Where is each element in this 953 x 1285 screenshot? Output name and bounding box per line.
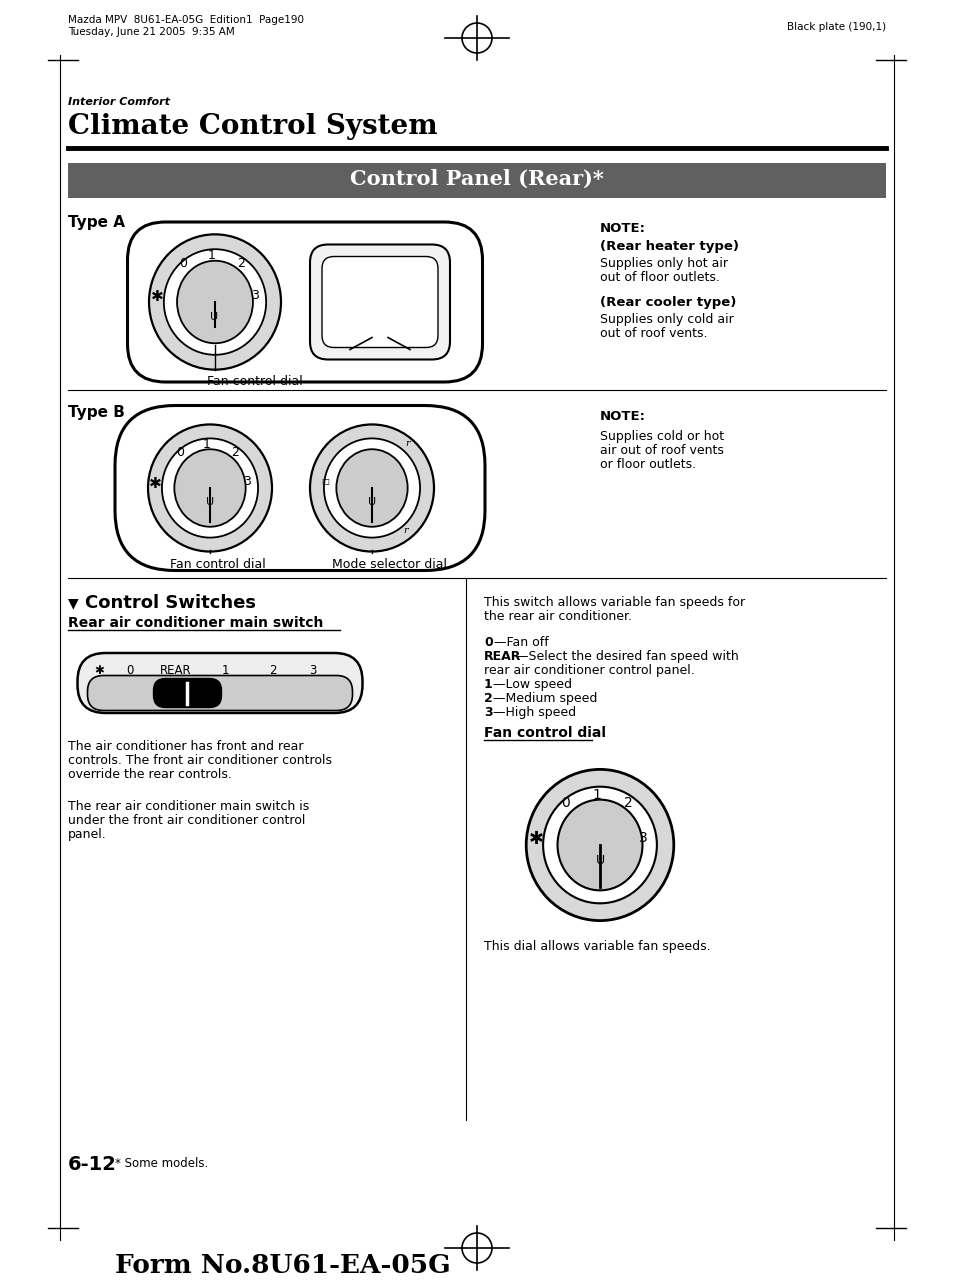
Text: ▼: ▼ (68, 596, 78, 610)
Text: The air conditioner has front and rear: The air conditioner has front and rear (68, 740, 303, 753)
Text: 3: 3 (251, 289, 258, 302)
Text: Mode selector dial: Mode selector dial (332, 558, 447, 571)
Text: This switch allows variable fan speeds for: This switch allows variable fan speeds f… (483, 596, 744, 609)
Text: * Some models.: * Some models. (115, 1156, 208, 1171)
FancyBboxPatch shape (68, 163, 885, 198)
Text: Type A: Type A (68, 215, 125, 230)
Text: Form No.8U61-EA-05G: Form No.8U61-EA-05G (115, 1253, 450, 1279)
Ellipse shape (148, 424, 272, 551)
Text: 2: 2 (269, 664, 276, 677)
Text: Supplies cold or hot: Supplies cold or hot (599, 430, 723, 443)
FancyBboxPatch shape (153, 678, 221, 708)
Text: NOTE:: NOTE: (599, 222, 645, 235)
Ellipse shape (162, 438, 257, 537)
FancyBboxPatch shape (322, 257, 437, 347)
FancyBboxPatch shape (77, 653, 362, 713)
Text: panel.: panel. (68, 828, 107, 840)
Ellipse shape (177, 261, 253, 343)
Text: U: U (210, 311, 217, 321)
Text: ✱: ✱ (149, 475, 162, 491)
Text: Fan control dial: Fan control dial (207, 375, 302, 388)
Text: —Medium speed: —Medium speed (493, 693, 597, 705)
Text: Climate Control System: Climate Control System (68, 113, 437, 140)
Text: 0: 0 (176, 446, 184, 459)
Text: rear air conditioner control panel.: rear air conditioner control panel. (483, 664, 694, 677)
Ellipse shape (557, 799, 641, 891)
FancyBboxPatch shape (310, 244, 450, 360)
Text: 3: 3 (309, 664, 315, 677)
Text: 2: 2 (483, 693, 493, 705)
Ellipse shape (324, 438, 419, 537)
Text: 1: 1 (483, 678, 493, 691)
Text: 0: 0 (179, 257, 187, 270)
Text: REAR: REAR (483, 650, 521, 663)
Text: —Low speed: —Low speed (493, 678, 572, 691)
Text: (Rear heater type): (Rear heater type) (599, 240, 739, 253)
Text: 1: 1 (208, 249, 215, 262)
Text: 3: 3 (243, 475, 251, 488)
Text: 2: 2 (231, 446, 238, 459)
Text: ✱: ✱ (94, 664, 104, 677)
Text: or floor outlets.: or floor outlets. (599, 457, 696, 472)
Text: Tuesday, June 21 2005  9:35 AM: Tuesday, June 21 2005 9:35 AM (68, 27, 234, 37)
Text: Fan control dial: Fan control dial (170, 558, 266, 571)
Text: 6-12: 6-12 (68, 1155, 117, 1174)
Text: Fan control dial: Fan control dial (483, 726, 605, 740)
Text: out of floor outlets.: out of floor outlets. (599, 271, 720, 284)
Text: ✱: ✱ (529, 830, 543, 848)
Text: controls. The front air conditioner controls: controls. The front air conditioner cont… (68, 754, 332, 767)
Ellipse shape (310, 424, 434, 551)
Text: 3: 3 (639, 831, 647, 844)
Text: Interior Comfort: Interior Comfort (68, 96, 170, 107)
Text: override the rear controls.: override the rear controls. (68, 768, 232, 781)
Ellipse shape (174, 450, 245, 527)
Text: Control Switches: Control Switches (85, 594, 255, 612)
Text: ✱: ✱ (151, 289, 163, 305)
Text: air out of roof vents: air out of roof vents (599, 445, 723, 457)
Text: 0: 0 (126, 664, 133, 677)
Text: Supplies only cold air: Supplies only cold air (599, 314, 733, 326)
Text: Type B: Type B (68, 405, 125, 420)
Text: —High speed: —High speed (493, 705, 576, 720)
Text: 2: 2 (237, 257, 245, 270)
Ellipse shape (149, 234, 281, 370)
Text: This dial allows variable fan speeds.: This dial allows variable fan speeds. (483, 941, 710, 953)
FancyBboxPatch shape (88, 676, 352, 711)
Text: Control Panel (Rear)*: Control Panel (Rear)* (350, 168, 603, 189)
Text: □: □ (321, 477, 329, 486)
Text: 1: 1 (221, 664, 229, 677)
Text: NOTE:: NOTE: (599, 410, 645, 423)
Text: Rear air conditioner main switch: Rear air conditioner main switch (68, 616, 323, 630)
Text: r: r (403, 526, 408, 535)
Text: 1: 1 (592, 788, 600, 802)
Ellipse shape (164, 249, 266, 355)
Text: —Fan off: —Fan off (494, 636, 548, 649)
Text: (Rear cooler type): (Rear cooler type) (599, 296, 736, 308)
Text: U: U (368, 496, 375, 506)
Ellipse shape (336, 450, 407, 527)
Text: r: r (405, 439, 410, 448)
FancyBboxPatch shape (115, 406, 484, 571)
Text: U: U (206, 496, 213, 506)
Text: Black plate (190,1): Black plate (190,1) (786, 22, 885, 32)
Text: 2: 2 (624, 797, 633, 811)
Text: —Select the desired fan speed with: —Select the desired fan speed with (516, 650, 738, 663)
Text: Mazda MPV  8U61-EA-05G  Edition1  Page190: Mazda MPV 8U61-EA-05G Edition1 Page190 (68, 15, 304, 24)
Text: 3: 3 (483, 705, 492, 720)
Text: 1: 1 (203, 438, 211, 451)
Text: Supplies only hot air: Supplies only hot air (599, 257, 727, 270)
FancyBboxPatch shape (128, 222, 482, 382)
Text: the rear air conditioner.: the rear air conditioner. (483, 610, 631, 623)
Text: under the front air conditioner control: under the front air conditioner control (68, 813, 305, 828)
Text: The rear air conditioner main switch is: The rear air conditioner main switch is (68, 801, 309, 813)
Text: out of roof vents.: out of roof vents. (599, 326, 707, 341)
Text: REAR: REAR (159, 664, 192, 677)
Text: 0: 0 (560, 797, 569, 811)
Ellipse shape (542, 786, 657, 903)
Text: U: U (595, 855, 604, 867)
Text: 0: 0 (483, 636, 493, 649)
Ellipse shape (526, 770, 673, 920)
